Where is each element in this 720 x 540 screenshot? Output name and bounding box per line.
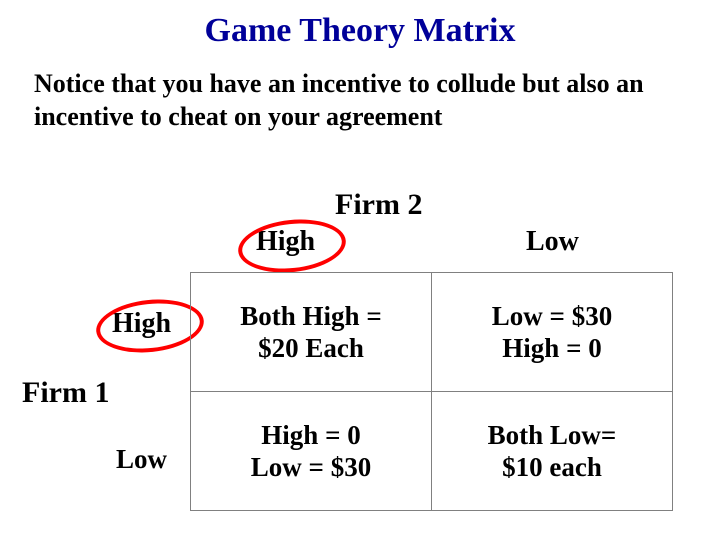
payoff-line: Both High = (240, 301, 381, 331)
payoff-line: $20 Each (258, 333, 364, 363)
payoff-line: Low = $30 (251, 452, 371, 482)
player-1-label: Firm 1 (22, 376, 109, 410)
payoff-line: Low = $30 (492, 301, 612, 331)
table-row: Both High = $20 Each Low = $30 High = 0 (191, 273, 673, 392)
payoff-cell-low-low: Both Low= $10 each (432, 392, 673, 511)
page-title: Game Theory Matrix (0, 0, 720, 50)
table-row: High = 0 Low = $30 Both Low= $10 each (191, 392, 673, 511)
row-header-low: Low (116, 444, 167, 475)
payoff-line: Both Low= (488, 420, 617, 450)
col-header-high: High (256, 226, 315, 258)
subtitle-text: Notice that you have an incentive to col… (0, 50, 720, 133)
payoff-cell-high-low: Low = $30 High = 0 (432, 273, 673, 392)
payoff-cell-high-high: Both High = $20 Each (191, 273, 432, 392)
slide: Game Theory Matrix Notice that you have … (0, 0, 720, 540)
payoff-matrix: Both High = $20 Each Low = $30 High = 0 … (190, 272, 673, 511)
player-2-label: Firm 2 (335, 188, 422, 222)
row-header-high: High (112, 308, 171, 340)
payoff-line: High = 0 (502, 333, 601, 363)
col-header-low: Low (526, 226, 579, 258)
payoff-line: High = 0 (261, 420, 360, 450)
payoff-cell-low-high: High = 0 Low = $30 (191, 392, 432, 511)
payoff-line: $10 each (502, 452, 602, 482)
